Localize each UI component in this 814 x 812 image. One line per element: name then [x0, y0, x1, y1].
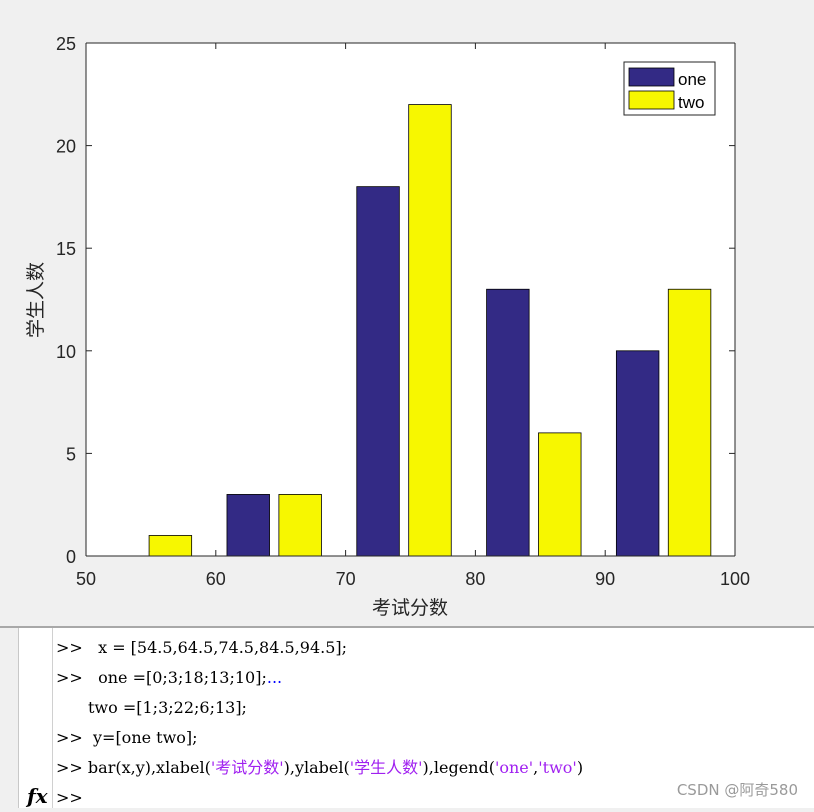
bar-one-3 [486, 288, 530, 557]
bar-one-4 [615, 350, 660, 557]
command-text: two =[1;3;22;6;13]; [88, 698, 247, 717]
legend-label-one: one [678, 70, 706, 89]
command-line: two =[1;3;22;6;13]; [88, 694, 247, 722]
code-segment: ),legend( [422, 758, 495, 777]
y-tick-label: 0 [66, 547, 76, 567]
x-axis-label: 考试分数 [372, 597, 448, 619]
bar-two-1 [278, 494, 322, 557]
code-segment: ),ylabel( [283, 758, 350, 777]
command-line: >> x = [54.5,64.5,74.5,84.5,94.5]; [56, 634, 347, 662]
x-tick-label: 50 [76, 569, 96, 589]
command-input-line[interactable]: >> [56, 784, 83, 812]
y-tick-label: 10 [56, 342, 76, 362]
ticks-group: 50 60 70 80 90 100 0 5 10 15 20 25 [56, 34, 750, 589]
fx-icon[interactable]: fx [27, 784, 48, 808]
code-segment: bar(x,y),xlabel( [87, 758, 211, 777]
bar-two-4 [667, 288, 712, 557]
x-tick-label: 70 [336, 569, 356, 589]
x-tick-label: 100 [720, 569, 750, 589]
command-window-margin-line [52, 628, 53, 808]
command-prompt: >> [56, 788, 83, 807]
bar-two-0 [148, 535, 193, 557]
bars-group [148, 104, 712, 557]
command-prompt: >> [56, 638, 83, 657]
bar-two-3 [538, 432, 582, 557]
y-tick-label: 25 [56, 34, 76, 54]
command-text: y=[one two]; [87, 728, 198, 747]
window-divider[interactable] [0, 626, 814, 628]
string-literal: '学生人数' [349, 758, 423, 777]
command-prompt: >> [56, 758, 83, 777]
y-tick-label: 20 [56, 137, 76, 157]
command-text: x = [54.5,64.5,74.5,84.5,94.5]; [87, 638, 348, 657]
y-axis-label: 学生人数 [25, 262, 47, 338]
bar-two-2 [408, 104, 452, 557]
watermark: CSDN @阿奇580 [676, 781, 798, 799]
command-line: >> one =[0;3;18;13;10];... [56, 664, 282, 692]
string-literal: 'two' [538, 758, 577, 777]
bar-one-1 [226, 494, 270, 557]
code-segment: , [533, 758, 539, 777]
y-tick-label: 15 [56, 239, 76, 259]
legend-swatch-one [628, 67, 675, 87]
continuation-marker: ... [266, 668, 283, 687]
command-window-gutter [0, 628, 19, 808]
y-tick-label: 5 [66, 444, 76, 464]
legend-swatch-two [628, 90, 675, 110]
code-segment: ) [576, 758, 584, 777]
command-prompt: >> [56, 728, 83, 747]
string-literal: 'one' [494, 758, 534, 777]
command-prompt: >> [56, 668, 83, 687]
command-line: >> bar(x,y),xlabel('考试分数'),ylabel('学生人数'… [56, 754, 583, 782]
command-window[interactable]: >> x = [54.5,64.5,74.5,84.5,94.5]; >> on… [0, 628, 814, 808]
legend[interactable]: one two [623, 61, 716, 116]
x-tick-label: 90 [595, 569, 615, 589]
string-literal: '考试分数' [210, 758, 284, 777]
command-line: >> y=[one two]; [56, 724, 198, 752]
command-text: one =[0;3;18;13;10]; [87, 668, 267, 687]
x-tick-label: 60 [206, 569, 226, 589]
bar-chart: 50 60 70 80 90 100 0 5 10 15 20 25 考试分数 学生人数 one tw… [25, 34, 750, 619]
x-tick-label: 80 [465, 569, 485, 589]
legend-label-two: two [678, 93, 704, 112]
bar-one-2 [356, 186, 400, 557]
figure-window: 50 60 70 80 90 100 0 5 10 15 20 25 考试分数 学生人数 one tw… [25, 34, 751, 619]
